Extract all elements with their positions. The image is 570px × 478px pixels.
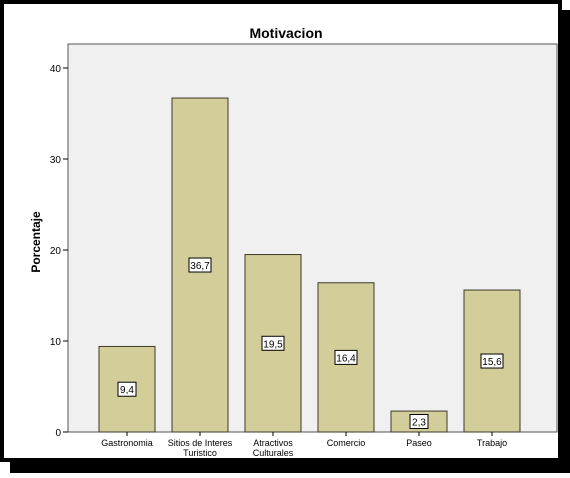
y-tick-label: 30 bbox=[50, 155, 62, 166]
x-tick-label: Culturales bbox=[253, 448, 294, 458]
data-label: 9,4 bbox=[120, 385, 134, 396]
x-tick-label: Gastronomia bbox=[101, 438, 153, 448]
y-tick-label: 40 bbox=[50, 64, 62, 75]
data-label: 15,6 bbox=[482, 357, 502, 368]
x-tick-label: Atractivos bbox=[253, 438, 293, 448]
x-tick-label: Turistico bbox=[183, 448, 217, 458]
chart-title: Motivacion bbox=[249, 25, 322, 41]
x-tick-label: Paseo bbox=[406, 438, 432, 448]
data-label-box bbox=[117, 381, 137, 397]
data-label-box bbox=[409, 414, 429, 430]
y-axis-label: Porcentaje bbox=[29, 211, 43, 273]
y-tick-label: 0 bbox=[55, 428, 61, 439]
data-label-box bbox=[188, 257, 212, 273]
data-label: 16,4 bbox=[336, 353, 356, 364]
data-label-box bbox=[334, 349, 358, 365]
y-tick-label: 20 bbox=[50, 246, 62, 257]
data-label-box bbox=[261, 335, 285, 351]
data-label: 19,5 bbox=[263, 339, 283, 350]
y-tick-label: 10 bbox=[50, 337, 62, 348]
data-label-box bbox=[480, 353, 504, 369]
data-label: 36,7 bbox=[190, 261, 210, 272]
bars-group: 9,4 36,7 19,5 16,4 2,3 15,6 bbox=[98, 97, 521, 433]
x-tick-label: Sitios de Interes bbox=[168, 438, 233, 448]
y-axis: 0 10 20 30 40 bbox=[50, 64, 68, 439]
x-tick-label: Comercio bbox=[327, 438, 366, 448]
x-tick-label: Trabajo bbox=[477, 438, 507, 448]
data-label: 2,3 bbox=[412, 418, 426, 429]
